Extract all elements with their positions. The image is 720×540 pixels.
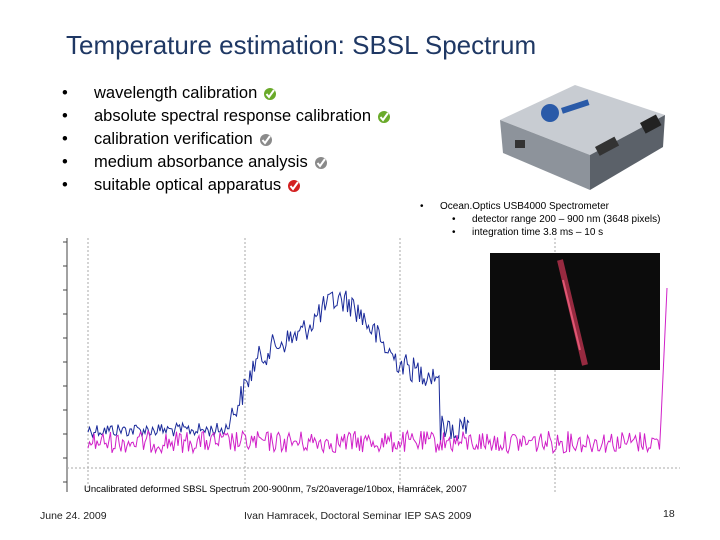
check-icon [264, 87, 277, 100]
bullet: • medium absorbance analysis [62, 151, 391, 174]
check-icon [259, 133, 272, 146]
bullet-text: absolute spectral response calibration [94, 107, 371, 125]
bullet: • wavelength calibration [62, 82, 391, 105]
figure-caption: Uncalibrated deformed SBSL Spectrum 200-… [84, 484, 468, 495]
footer-author: Ivan Hamracek, Doctoral Seminar IEP SAS … [244, 510, 472, 522]
spec-list: • Ocean.Optics USB4000 Spectrometer • dete… [420, 200, 660, 239]
bullet: • suitable optical apparatus [62, 174, 391, 197]
bullet-text: calibration verification [94, 130, 253, 148]
slide-title: Temperature estimation: SBSL Spectrum [66, 30, 537, 60]
spec-item: • detector range 200 – 900 nm (3648 pixel… [452, 214, 661, 225]
bullet: • absolute spectral response calibration [62, 105, 391, 128]
bullet-text: wavelength calibration [94, 84, 258, 102]
page-number: 18 [663, 508, 675, 520]
bullet-list: • wavelength calibration • absolute spectr… [62, 82, 391, 197]
spectrum-trace [87, 287, 668, 455]
bullet: • calibration verification [62, 128, 391, 151]
spec-detail: integration time 3.8 ms – 10 s [472, 227, 604, 238]
check-icon [314, 156, 327, 169]
spec-item: • integration time 3.8 ms – 10 s [452, 227, 604, 238]
check-icon [378, 110, 390, 123]
bullet-text: medium absorbance analysis [94, 153, 308, 171]
check-icon [288, 179, 301, 192]
spec-item: • Ocean.Optics USB4000 Spectrometer [420, 201, 609, 212]
spectrum-trace [87, 290, 470, 443]
footer-date: June 24. 2009 [40, 510, 107, 522]
spec-detail: detector range 200 – 900 nm (3648 pixels… [472, 214, 661, 225]
bullet-text: suitable optical apparatus [94, 176, 282, 194]
spectrum-plot [63, 238, 680, 492]
spectrometer-photo [500, 85, 665, 190]
spec-name: Ocean.Optics USB4000 Spectrometer [440, 201, 609, 212]
